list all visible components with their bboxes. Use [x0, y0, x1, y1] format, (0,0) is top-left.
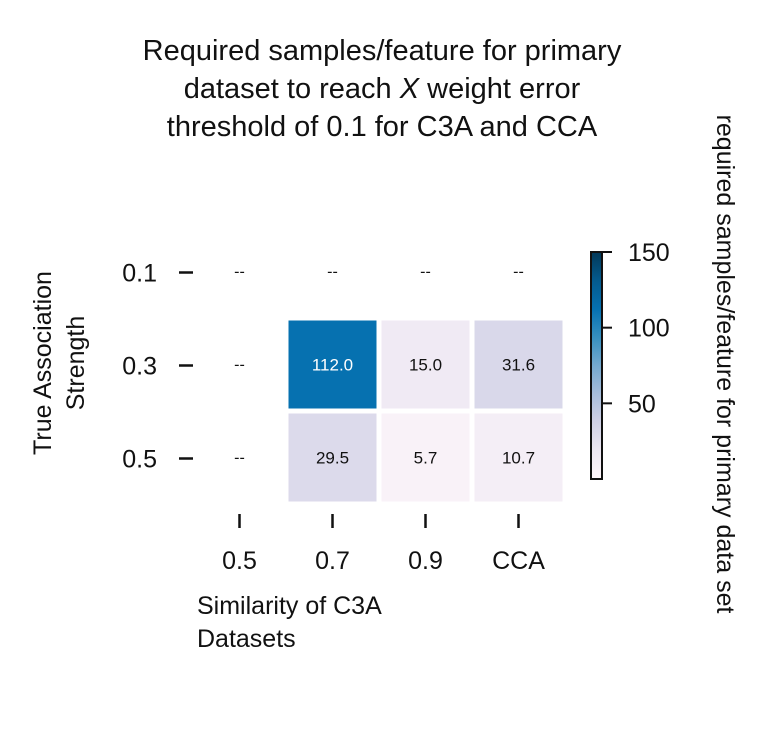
y-axis-label-line-2: Strength	[62, 316, 90, 411]
y-axis-label: True Association Strength	[29, 271, 90, 455]
heatmap-cell-label: 112.0	[312, 356, 353, 375]
heatmap-missing-label: --	[420, 264, 431, 281]
heatmap-cell-label: 10.7	[502, 449, 535, 468]
x-axis-ticks: 0.5 0.7 0.9 CCA	[222, 514, 545, 575]
heatmap-cell-label: 31.6	[502, 356, 535, 375]
heatmap-cells: -- -- -- -- -- 112.0 15.0 31.6 -- 29.5 5.7 10.7	[234, 264, 563, 502]
heatmap-cell	[288, 413, 377, 502]
y-tick-label: 0.1	[122, 260, 157, 288]
heatmap-cell-label: 15.0	[409, 356, 442, 375]
heatmap-cell	[474, 413, 563, 502]
heatmap-cell	[381, 320, 470, 409]
x-tick-label: 0.9	[408, 547, 443, 575]
chart-title-line-2-prefix: dataset to reach	[184, 73, 400, 105]
x-axis-label-line-1: Similarity of C3A	[197, 592, 382, 620]
colorbar-tick-label: 100	[628, 315, 670, 343]
y-tick-label: 0.5	[122, 446, 157, 474]
colorbar-tick-label: 50	[628, 390, 656, 418]
x-axis-label-line-2: Datasets	[197, 625, 296, 653]
heatmap-missing-label: --	[234, 264, 245, 281]
y-axis-label-line-1: True Association	[29, 271, 57, 455]
heatmap-missing-label: --	[234, 450, 245, 467]
heatmap-cell	[474, 320, 563, 409]
colorbar: 50 100 150	[590, 239, 670, 480]
chart-title-line-3: threshold of 0.1 for C3A and CCA	[167, 111, 598, 143]
y-axis-ticks: 0.1 0.3 0.5	[122, 260, 193, 474]
chart-title-variable: X	[399, 73, 421, 105]
x-axis-label: Similarity of C3A Datasets	[197, 592, 382, 653]
chart-title-line-1: Required samples/feature for primary	[143, 35, 622, 67]
x-tick-label: CCA	[492, 547, 545, 575]
chart-title: Required samples/feature for primary dat…	[143, 35, 622, 143]
x-tick-label: 0.5	[222, 547, 257, 575]
heatmap-cell-label: 5.7	[414, 449, 438, 468]
y-tick-label: 0.3	[122, 353, 157, 381]
heatmap-missing-label: --	[327, 264, 338, 281]
colorbar-tick-label: 150	[628, 239, 670, 267]
x-tick-label: 0.7	[315, 547, 350, 575]
heatmap-cell	[288, 320, 377, 409]
heatmap-cell	[381, 413, 470, 502]
chart-title-line-2-suffix: weight error	[419, 73, 581, 105]
colorbar-gradient	[590, 251, 603, 480]
colorbar-label: required samples/feature for primary dat…	[711, 115, 739, 614]
heatmap-missing-label: --	[234, 357, 245, 374]
chart-title-line-2: dataset to reach X weight error	[184, 73, 581, 105]
heatmap-missing-label: --	[513, 264, 524, 281]
heatmap-cell-label: 29.5	[316, 449, 349, 468]
